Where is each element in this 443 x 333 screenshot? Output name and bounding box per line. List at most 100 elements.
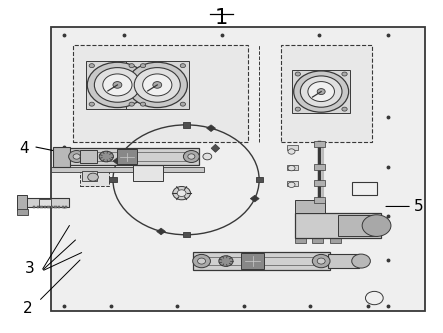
Circle shape xyxy=(94,68,140,102)
Bar xyxy=(193,252,330,270)
Circle shape xyxy=(362,215,391,236)
Bar xyxy=(312,237,323,243)
Bar xyxy=(287,181,298,186)
Circle shape xyxy=(180,102,186,106)
Circle shape xyxy=(193,254,210,268)
Polygon shape xyxy=(211,144,220,152)
Circle shape xyxy=(352,254,370,268)
Circle shape xyxy=(183,151,199,163)
Bar xyxy=(51,206,53,208)
Circle shape xyxy=(312,254,330,268)
Bar xyxy=(338,215,377,236)
Bar xyxy=(241,253,264,269)
Circle shape xyxy=(69,151,85,163)
Circle shape xyxy=(127,62,187,108)
Circle shape xyxy=(288,149,295,154)
Circle shape xyxy=(140,64,146,68)
Bar xyxy=(117,149,137,164)
Circle shape xyxy=(288,182,295,187)
Bar xyxy=(58,206,60,208)
Circle shape xyxy=(153,82,162,88)
Bar xyxy=(51,27,425,311)
Bar xyxy=(295,200,325,213)
Bar xyxy=(314,164,325,170)
Bar xyxy=(44,206,46,208)
Circle shape xyxy=(188,154,195,159)
Bar xyxy=(314,197,325,203)
Bar xyxy=(133,162,163,181)
Bar xyxy=(295,213,381,238)
Bar xyxy=(37,206,39,208)
Circle shape xyxy=(300,76,342,107)
Bar xyxy=(292,70,350,113)
Circle shape xyxy=(87,62,148,108)
Circle shape xyxy=(88,173,98,181)
Bar xyxy=(80,150,97,163)
Circle shape xyxy=(129,64,134,68)
Circle shape xyxy=(219,256,233,266)
Bar xyxy=(17,195,27,210)
Circle shape xyxy=(143,74,172,96)
Bar xyxy=(86,61,149,109)
Text: 1: 1 xyxy=(215,8,228,28)
Bar xyxy=(256,177,263,182)
Bar xyxy=(330,237,341,243)
Bar xyxy=(73,45,248,142)
Circle shape xyxy=(103,74,132,96)
Bar xyxy=(33,206,35,208)
Bar xyxy=(352,182,377,195)
Polygon shape xyxy=(250,195,259,202)
Polygon shape xyxy=(206,125,215,132)
Circle shape xyxy=(73,154,80,159)
Text: 5: 5 xyxy=(414,199,424,214)
Circle shape xyxy=(365,291,383,305)
Bar xyxy=(109,177,117,182)
Bar xyxy=(65,206,67,208)
Circle shape xyxy=(203,153,212,160)
Circle shape xyxy=(295,72,300,76)
Bar xyxy=(18,198,69,207)
Circle shape xyxy=(173,186,190,200)
Bar xyxy=(295,237,306,243)
Bar xyxy=(82,171,97,181)
Bar xyxy=(47,206,50,208)
Text: 2: 2 xyxy=(23,300,32,316)
Circle shape xyxy=(140,102,146,106)
Bar xyxy=(281,45,372,142)
Bar xyxy=(51,167,204,172)
Circle shape xyxy=(288,166,295,171)
Bar xyxy=(328,254,359,268)
Bar xyxy=(69,148,199,165)
Circle shape xyxy=(177,190,186,196)
Bar xyxy=(80,168,109,186)
Bar xyxy=(314,180,325,186)
Circle shape xyxy=(342,72,347,76)
Polygon shape xyxy=(113,158,122,165)
Bar xyxy=(39,199,51,206)
Circle shape xyxy=(99,151,113,162)
Polygon shape xyxy=(157,228,166,235)
Bar xyxy=(17,209,28,215)
Bar xyxy=(40,206,43,208)
Bar xyxy=(62,206,64,208)
Circle shape xyxy=(198,258,206,264)
Circle shape xyxy=(180,64,186,68)
Bar xyxy=(183,122,190,128)
Circle shape xyxy=(342,107,347,111)
Circle shape xyxy=(308,82,334,102)
Bar xyxy=(287,145,298,150)
Circle shape xyxy=(294,71,349,112)
Circle shape xyxy=(134,68,180,102)
Circle shape xyxy=(317,89,325,95)
Bar xyxy=(53,147,70,166)
Text: 3: 3 xyxy=(25,260,35,276)
Bar xyxy=(183,232,190,237)
Text: 4: 4 xyxy=(19,141,29,156)
Circle shape xyxy=(295,107,300,111)
Circle shape xyxy=(89,64,94,68)
Bar xyxy=(54,206,57,208)
Circle shape xyxy=(113,82,122,88)
Circle shape xyxy=(89,102,94,106)
Circle shape xyxy=(129,102,134,106)
Bar xyxy=(314,141,325,147)
